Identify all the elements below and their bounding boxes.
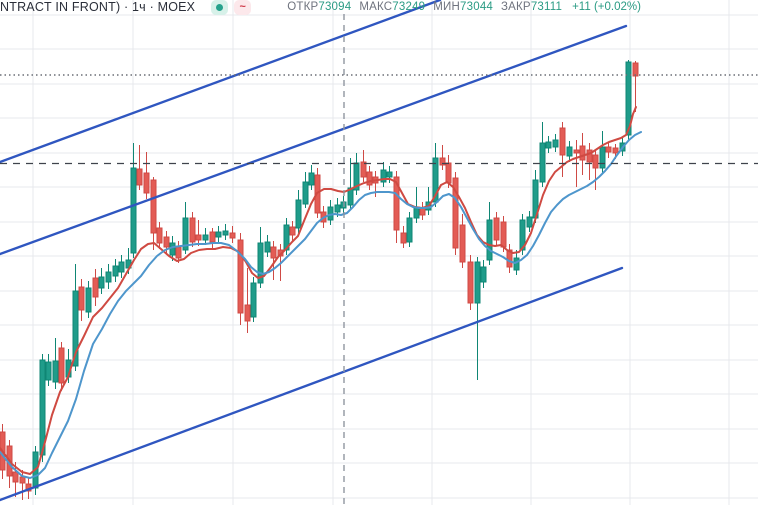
open-label: ОТКР (287, 1, 319, 13)
high-value: 73249 (392, 1, 426, 13)
delayed-data-icon[interactable]: ~ (234, 0, 252, 15)
chart-legend[interactable]: NTRACT IN FRONT) · 1ч · MOEX ~ ОТКР73094… (0, 0, 641, 16)
close-readout: ЗАКР73111 (501, 1, 562, 13)
high-readout: МАКС73249 (359, 1, 425, 13)
candles-layer (0, 60, 639, 500)
ohlc-readout: ОТКР73094 МАКС73249 МИН73044 ЗАКР73111 +… (287, 1, 641, 13)
market-open-icon[interactable] (211, 0, 229, 15)
low-label: МИН (433, 1, 461, 13)
reference-lines (0, 14, 758, 505)
low-readout: МИН73044 (433, 1, 493, 13)
close-label: ЗАКР (501, 1, 531, 13)
high-label: МАКС (359, 1, 393, 13)
trend-channel-lines[interactable] (0, 0, 628, 502)
low-value: 73044 (460, 1, 494, 13)
change-readout: +11 (+0.02%) (572, 1, 641, 13)
status-icons: ~ (211, 0, 252, 15)
close-value: 73111 (530, 1, 563, 13)
open-readout: ОТКР73094 (287, 1, 351, 13)
symbol-title[interactable]: NTRACT IN FRONT) · 1ч · MOEX (0, 0, 196, 14)
moving-average-lines (0, 106, 642, 479)
open-value: 73094 (318, 1, 352, 13)
